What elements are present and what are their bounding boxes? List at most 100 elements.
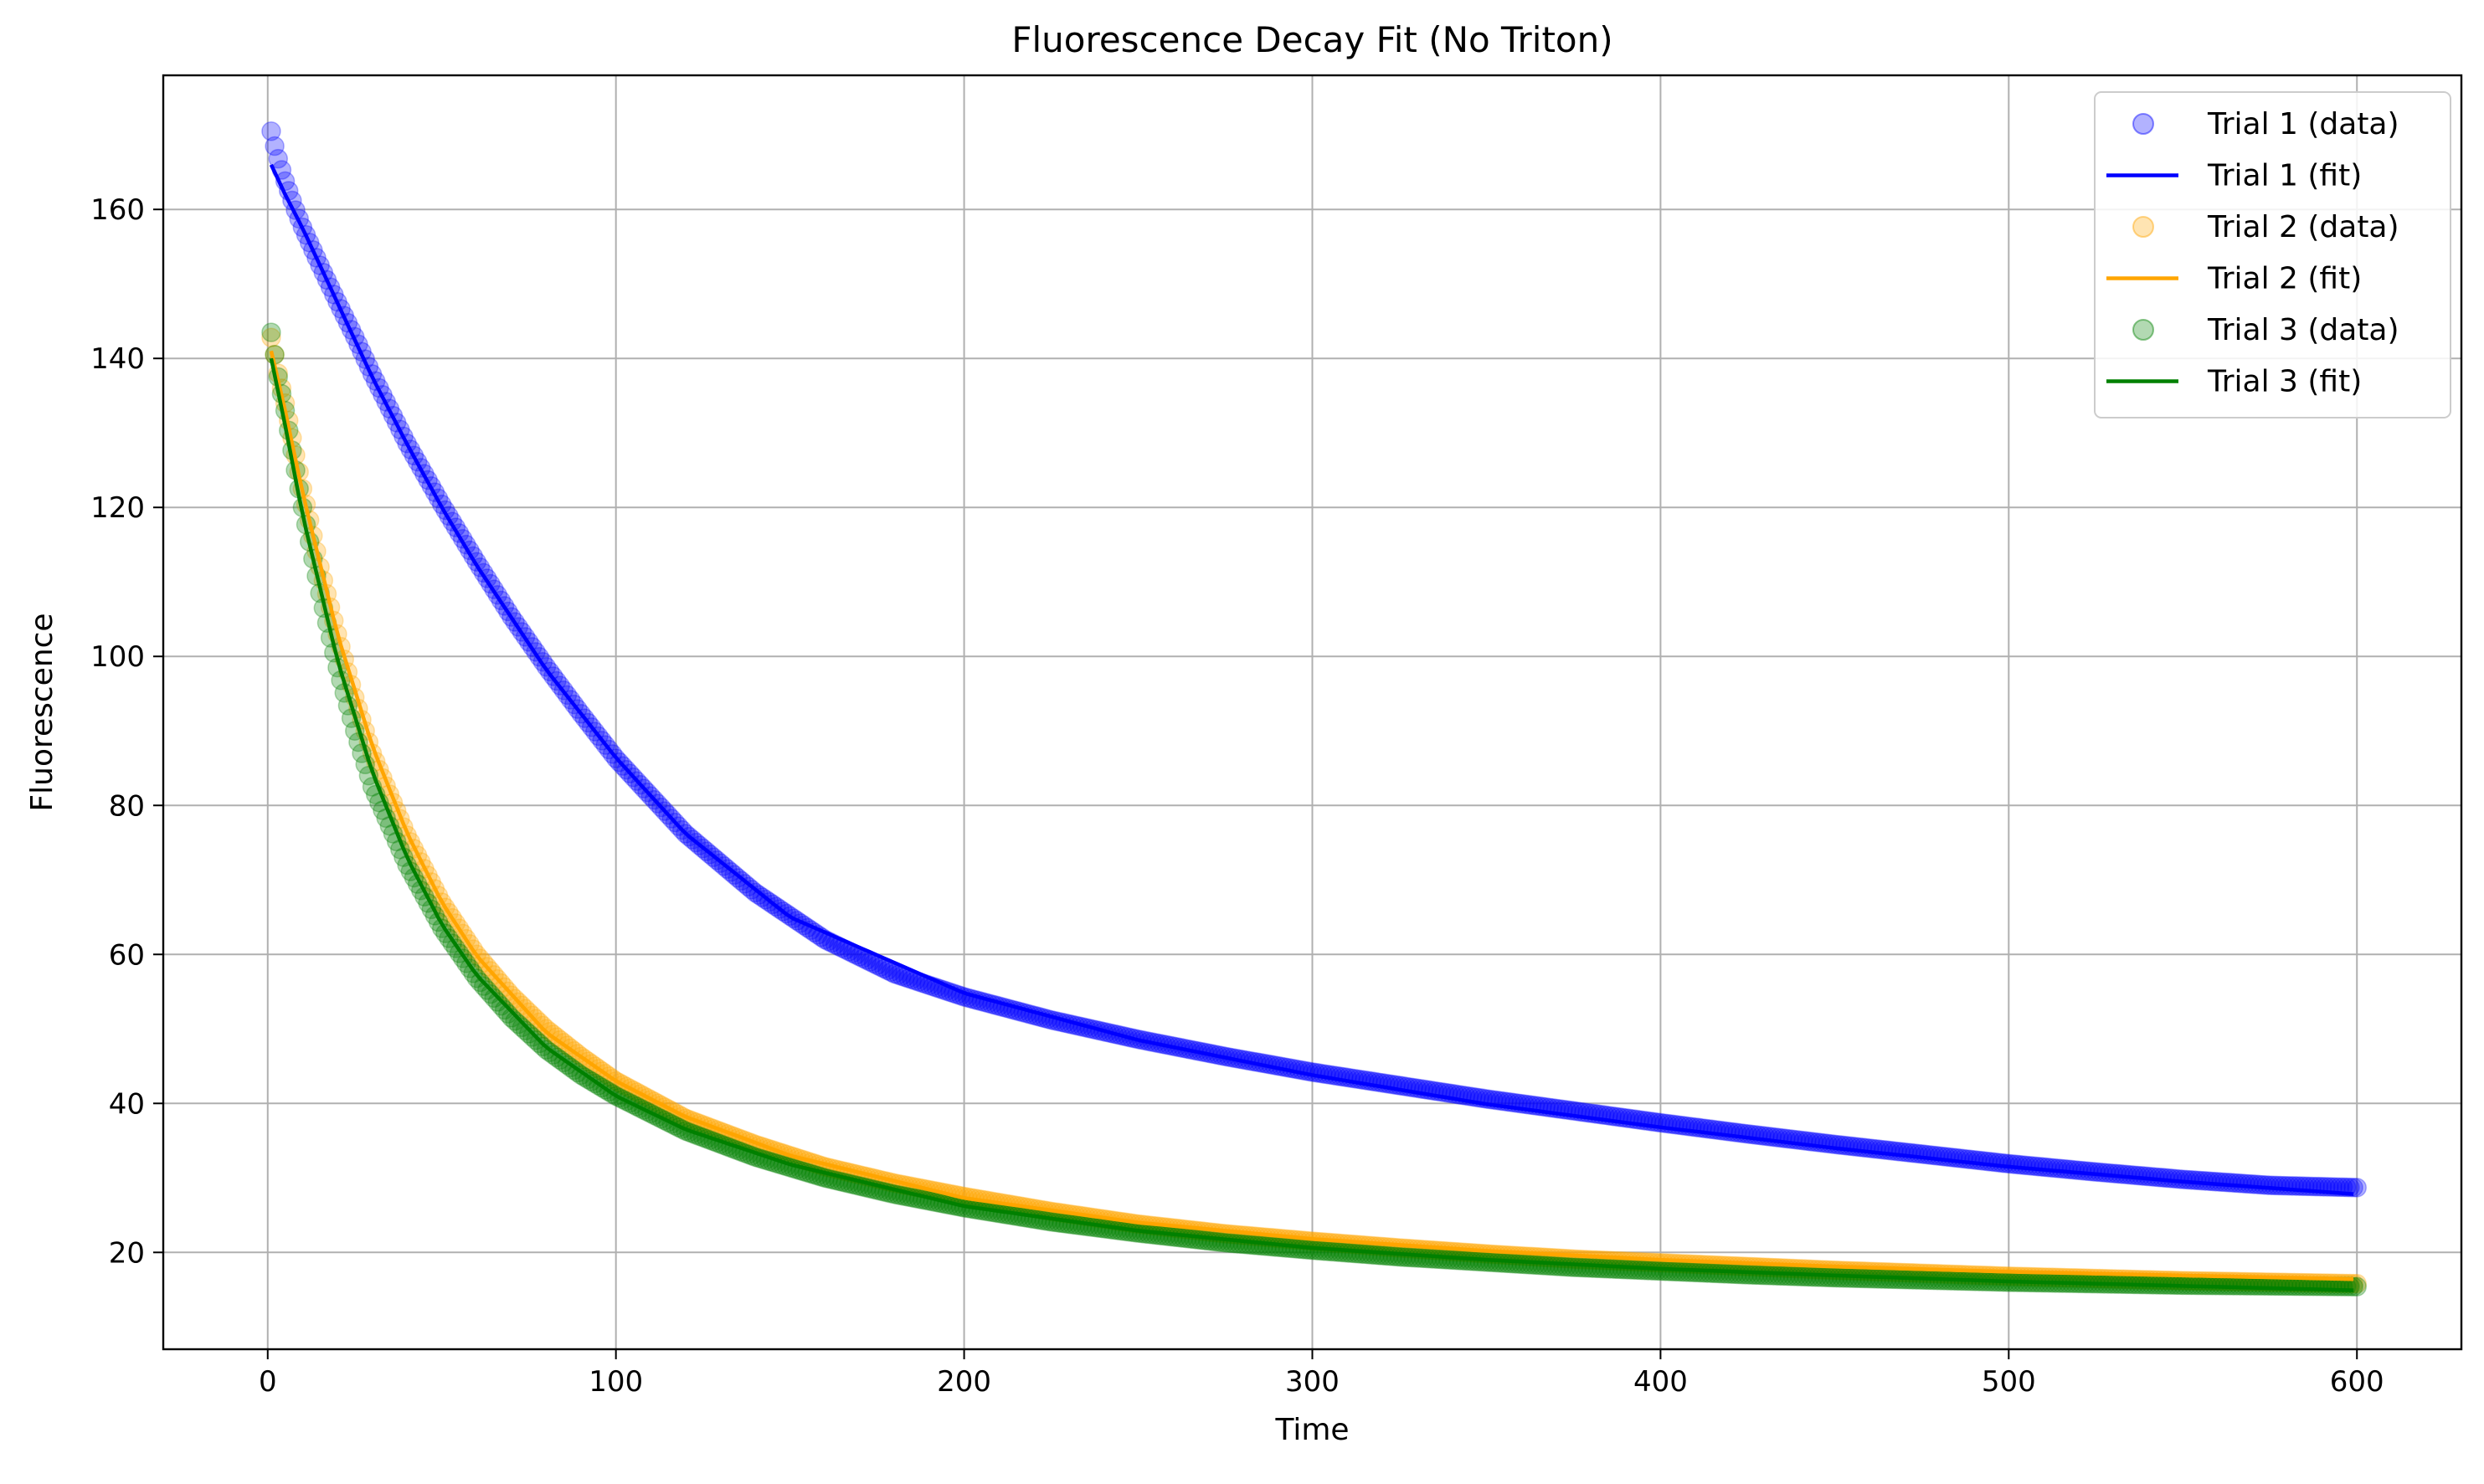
data-point	[1657, 1261, 1678, 1281]
data-point	[1699, 1263, 1720, 1283]
data-point	[1821, 1267, 1841, 1288]
grid-lines	[163, 75, 2461, 1349]
data-point	[1800, 1266, 1820, 1287]
data-point	[1761, 1266, 1782, 1286]
data-point	[470, 972, 491, 993]
data-point	[515, 1020, 536, 1040]
data-point	[466, 968, 487, 988]
data-point	[1664, 1261, 1684, 1282]
data-point	[498, 1004, 518, 1024]
data-point	[518, 1024, 539, 1044]
legend-label: Trial 3 (fit)	[2207, 365, 2362, 399]
data-point	[1703, 1263, 1723, 1283]
data-point	[501, 1008, 522, 1028]
data-point	[1716, 1264, 1737, 1284]
x-tick-label: 300	[1285, 1365, 1340, 1399]
data-point	[268, 148, 288, 169]
x-tick-label: 0	[259, 1365, 277, 1399]
data-point	[1776, 1266, 1796, 1286]
data-point	[1504, 1254, 1525, 1274]
axis-ticks: 0 100 200 300 400 500 600 20 40 60 80 100 120 140 160	[90, 193, 2384, 1399]
data-point	[1769, 1266, 1789, 1286]
data-point	[508, 1014, 528, 1035]
data-point	[1706, 1263, 1726, 1284]
data-point	[261, 121, 281, 141]
data-point	[1779, 1266, 1800, 1286]
y-tick-label: 80	[109, 789, 145, 823]
data-point	[1793, 1266, 1813, 1287]
data-point	[1803, 1266, 1824, 1287]
data-point	[1685, 1262, 1705, 1283]
data-point	[1629, 1260, 1650, 1281]
data-point	[1790, 1266, 1810, 1286]
data-point	[1695, 1263, 1716, 1283]
data-point	[1810, 1267, 1831, 1287]
y-tick-label: 60	[109, 938, 145, 972]
data-point	[477, 980, 497, 1000]
legend-marker	[2132, 113, 2154, 135]
series-line-trial-2-fit-	[269, 350, 2354, 1281]
legend-label: Trial 1 (data)	[2207, 107, 2399, 141]
data-point	[1765, 1266, 1786, 1286]
x-tick-label: 500	[1982, 1365, 2036, 1399]
legend-label: Trial 2 (fit)	[2207, 262, 2362, 296]
data-point	[522, 1027, 543, 1047]
data-point	[1678, 1262, 1699, 1282]
data-point	[481, 983, 501, 1004]
data-point	[261, 327, 281, 348]
legend-label: Trial 1 (fit)	[2207, 159, 2362, 193]
data-point	[1713, 1263, 1734, 1284]
x-tick-label: 400	[1633, 1365, 1688, 1399]
y-tick-label: 160	[90, 193, 145, 227]
data-point	[1772, 1266, 1792, 1286]
data-point	[1710, 1263, 1730, 1284]
data-point	[1797, 1266, 1817, 1287]
data-point	[532, 1015, 553, 1036]
data-point	[1682, 1262, 1702, 1282]
data-point	[1671, 1261, 1692, 1282]
data-point	[1626, 1260, 1647, 1281]
data-point	[261, 322, 281, 342]
y-tick-label: 20	[109, 1236, 145, 1270]
data-point	[1824, 1267, 1845, 1288]
x-tick-label: 600	[2330, 1365, 2384, 1399]
data-point	[494, 999, 515, 1020]
chart-title: Fluorescence Decay Fit (No Triton)	[1011, 19, 1612, 60]
data-point	[487, 992, 508, 1012]
data-point	[1807, 1267, 1828, 1287]
data-point	[512, 1017, 532, 1038]
legend: Trial 1 (data) Trial 1 (fit) Trial 2 (data…	[2094, 91, 2451, 418]
series-line-trial-1-fit-	[269, 163, 2354, 1196]
data-point	[1497, 1253, 1518, 1274]
data-point	[1494, 1253, 1514, 1273]
data-point	[1758, 1266, 1779, 1286]
series-line-trial-3-fit-	[269, 357, 2354, 1292]
legend-marker	[2132, 216, 2154, 238]
data-point	[1814, 1267, 1834, 1287]
data-point	[526, 1030, 546, 1050]
data-point	[1689, 1262, 1709, 1283]
y-tick-label: 40	[109, 1087, 145, 1121]
y-tick-label: 120	[90, 491, 145, 525]
y-tick-label: 140	[90, 342, 145, 376]
legend-marker	[2132, 319, 2154, 341]
x-tick-label: 200	[937, 1365, 991, 1399]
data-point	[1818, 1267, 1838, 1288]
data-point	[529, 1033, 549, 1054]
data-point	[1623, 1260, 1643, 1280]
data-point	[484, 988, 504, 1009]
legend-label: Trial 2 (data)	[2207, 210, 2399, 244]
data-point	[491, 996, 512, 1016]
x-tick-label: 100	[589, 1365, 643, 1399]
data-point	[1674, 1262, 1695, 1282]
data-point	[1633, 1260, 1653, 1281]
data-point	[1668, 1261, 1688, 1282]
y-tick-label: 100	[90, 640, 145, 674]
y-axis-label: Fluorescence	[25, 613, 59, 811]
data-point	[1500, 1253, 1521, 1274]
data-point	[505, 1011, 525, 1031]
data-point	[1782, 1266, 1803, 1286]
data-point	[532, 1036, 553, 1057]
